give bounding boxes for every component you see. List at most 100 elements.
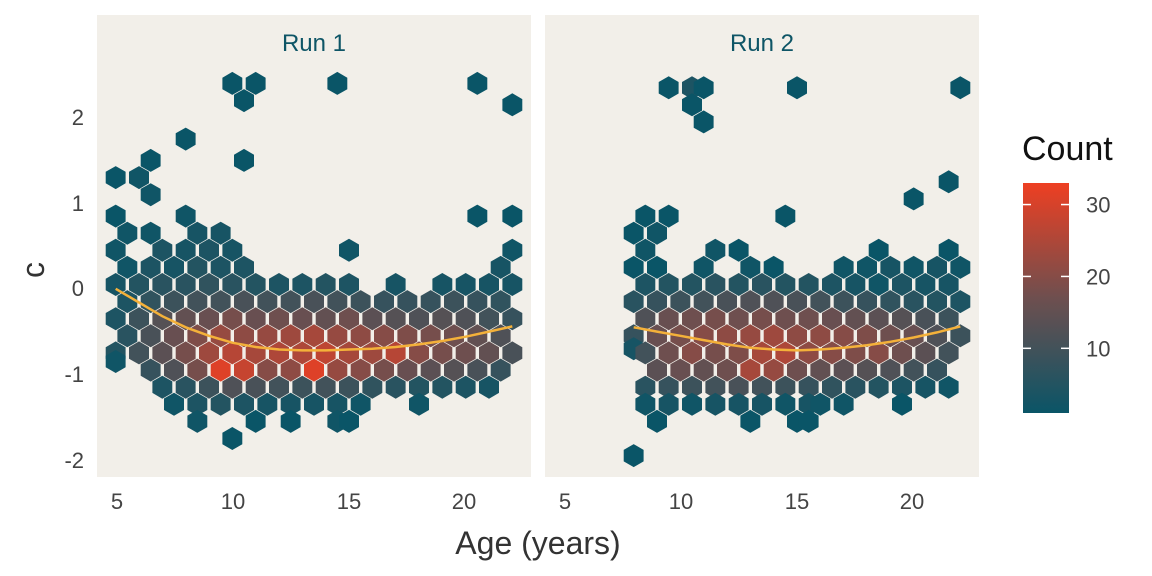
hexbin-cell	[164, 290, 184, 314]
hexbin-cell	[682, 307, 702, 331]
hexbin-cell	[903, 358, 924, 382]
hexbin-cell	[315, 273, 336, 296]
hexbin-cell	[385, 273, 406, 296]
hexbin-cell	[658, 375, 679, 399]
hexbin-cell	[787, 324, 807, 348]
hexbin-cell	[682, 375, 702, 399]
hexbin-cell	[682, 93, 702, 117]
hexbin-cell	[175, 273, 196, 296]
hexbin-cell	[502, 341, 523, 365]
hexbin-cell	[432, 375, 453, 399]
hexbin-cell	[833, 255, 854, 279]
hexbin-cell	[245, 375, 266, 399]
hexbin-cell	[164, 324, 184, 348]
hexbin-cell	[845, 375, 866, 399]
hexbin-cell	[187, 358, 208, 382]
hexbin-cell	[187, 392, 208, 416]
hexbin-cell	[292, 375, 313, 399]
hexbin-cell	[269, 375, 289, 399]
hexbin-cell	[385, 307, 406, 331]
hexbin-cell	[397, 290, 418, 314]
hexbin-cell	[845, 273, 866, 296]
hexbin-cell	[234, 392, 254, 416]
hexbin-cell	[245, 273, 266, 296]
hexbin-cell	[444, 358, 464, 382]
hexbin-cell	[444, 290, 464, 314]
hexbin-cell	[222, 341, 243, 365]
hexbin-cell	[868, 375, 889, 399]
x-tick-label: 5	[559, 489, 571, 514]
legend-title: Count	[1022, 130, 1113, 168]
hexbin-cell	[280, 392, 301, 416]
hexbin-cell	[257, 358, 278, 382]
hexbin-cell	[292, 307, 313, 331]
hexbin-cell	[705, 392, 726, 416]
hexbin-cell	[705, 238, 726, 262]
hexbin-cell	[938, 273, 959, 296]
hexbin-cell	[693, 76, 714, 100]
hexbin-cell	[658, 341, 679, 365]
hexbin-cell	[658, 204, 679, 228]
hexbin-cell	[210, 392, 231, 416]
hexbin-cell	[164, 392, 184, 416]
hexbin-cell	[210, 255, 231, 279]
hexbin-cell	[222, 427, 243, 450]
hexbin-cell	[350, 392, 371, 416]
hexbin-cell	[339, 375, 359, 399]
hexbin-cell	[915, 273, 936, 296]
hexbin-cell	[950, 324, 971, 348]
hexbin-cell	[199, 341, 219, 365]
hexbin-cell	[705, 273, 726, 296]
hexbin-cell	[479, 341, 499, 365]
hexbin-cell	[658, 76, 679, 100]
hexbin-cell	[728, 392, 749, 416]
hexbin-cell	[833, 358, 854, 382]
hexbin-cell	[129, 341, 149, 365]
hexbin-cell	[892, 273, 912, 296]
hexbin-cell	[315, 375, 336, 399]
hexbin-cell	[798, 341, 819, 365]
hexbin-cell	[787, 358, 807, 382]
hexbin-cell	[705, 375, 726, 399]
hexbin-cell	[868, 238, 889, 262]
hexbin-cell	[467, 71, 488, 95]
hexbin-cell	[199, 375, 219, 399]
hexbin-cell	[315, 307, 336, 331]
hexbin-cell	[479, 375, 499, 399]
hexbin-cell	[635, 238, 656, 262]
hexbin-cell	[420, 290, 441, 314]
hexbin-cell	[339, 273, 359, 296]
hexbin-cell	[234, 290, 254, 314]
x-tick-label: 20	[452, 489, 476, 514]
x-tick-label: 15	[785, 489, 809, 514]
hexbin-cell	[810, 392, 831, 416]
hexbin-cell	[164, 358, 184, 382]
hexbin-cell	[467, 290, 488, 314]
hexbin-cell	[292, 273, 313, 296]
hexbin-cell	[304, 392, 324, 416]
hexbin-cell	[880, 290, 901, 314]
hexbin-cell	[374, 290, 394, 314]
hexbin-cell	[915, 375, 936, 399]
hexbin-cell	[199, 307, 219, 331]
hexbin-cell	[175, 238, 196, 262]
hexbin-cell	[175, 127, 196, 151]
hexbin-cell	[740, 255, 761, 279]
hexbin-cell	[245, 307, 266, 331]
hexbin-cell	[304, 324, 324, 348]
x-tick-label: 15	[337, 489, 361, 514]
hexbin-cell	[455, 307, 476, 331]
hexbin-cell	[693, 358, 714, 382]
hexbin-cell	[647, 221, 667, 245]
hexbin-cell	[455, 375, 476, 399]
hexbin-cell	[635, 375, 656, 399]
hexbin-cell	[705, 341, 726, 365]
hexbin-cell	[833, 324, 854, 348]
hexbin-cell	[292, 341, 313, 365]
hexbin-cell	[880, 358, 901, 382]
hexbin-cell	[892, 307, 912, 331]
hexbin-cell	[490, 290, 511, 314]
hexbin-cell	[647, 290, 667, 314]
hexbin-cell	[868, 307, 889, 331]
hexbin-cell	[140, 255, 161, 279]
